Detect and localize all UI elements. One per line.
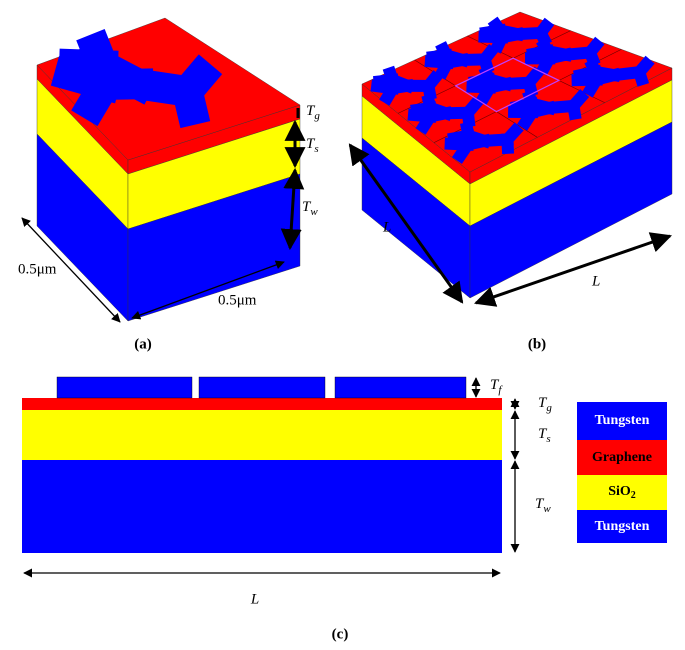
pattern-block (198, 376, 326, 399)
pattern-arm (461, 106, 476, 128)
pattern-arm (631, 64, 650, 87)
side-label: L (591, 273, 600, 289)
dimension-arrow (474, 232, 672, 307)
pattern-arm (526, 44, 555, 61)
panel-label: (b) (528, 336, 546, 352)
panel-c: Tf Tg Ts Tw L Tungsten Graphene SiO2 Tun… (22, 376, 667, 642)
pattern-arm (410, 101, 438, 117)
pattern-arm (475, 79, 499, 106)
pattern-arm (434, 54, 456, 80)
pattern-arm (451, 136, 477, 164)
pattern-arm (426, 48, 453, 64)
legend-swatch (577, 510, 667, 543)
dimension-arrow (131, 260, 285, 320)
pattern-arm (566, 98, 582, 121)
legend-label: Graphene (592, 450, 652, 465)
thickness-label: Tg (538, 395, 552, 413)
pattern-block (334, 376, 467, 399)
pattern-arm (510, 96, 540, 114)
pattern-arm (421, 79, 437, 101)
sio2-layer (22, 410, 502, 460)
dimension-arrow (280, 167, 305, 251)
thickness-label: Ts (306, 136, 319, 154)
legend-swatch (577, 440, 667, 475)
thickness-label: Tf (490, 377, 503, 395)
panel-a (36, 17, 301, 322)
pattern-arm (58, 48, 119, 82)
side-label: L (382, 219, 391, 235)
pattern-arm (479, 23, 507, 40)
legend-swatch (577, 475, 667, 510)
legend-label: Tungsten (595, 413, 650, 428)
pattern-arm (169, 73, 211, 129)
pattern-arm (582, 71, 605, 98)
thickness-label: Tw (535, 496, 551, 514)
dimension-arrow (348, 143, 464, 304)
pattern-arm (379, 79, 402, 106)
panel-label: (a) (134, 336, 152, 352)
thickness-label: Tg (306, 103, 320, 121)
panel-b (361, 11, 673, 299)
panel-a-labels: Tg Ts Tw 0.5μm 0.5μm (a) L L (b) (18, 103, 672, 352)
tungsten-layer (22, 460, 502, 553)
pattern-block (56, 376, 193, 399)
legend-label: Tungsten (595, 519, 650, 534)
pattern-arm (372, 73, 400, 89)
pattern-arm (582, 44, 601, 68)
pattern-arm (71, 63, 126, 127)
pattern-arm (477, 51, 495, 74)
pattern-arm (517, 103, 541, 131)
dimension-arrow (21, 217, 121, 323)
thickness-label: Tw (302, 199, 318, 217)
unit-cell-box (454, 57, 561, 113)
legend-label: SiO2 (608, 484, 636, 501)
width-label: 0.5μm (18, 261, 57, 277)
pattern-arm (536, 50, 558, 76)
pattern-arm (415, 108, 439, 135)
thickness-label: Ts (538, 426, 551, 444)
pattern-arm (447, 128, 476, 146)
length-label: L (250, 591, 259, 607)
legend-swatch (577, 402, 667, 440)
panel-label: (c) (332, 626, 349, 642)
pattern-arm (572, 64, 603, 83)
pattern-arm (521, 75, 539, 98)
graphene-layer (22, 398, 502, 410)
width-label: 0.5μm (218, 292, 257, 308)
pattern-arm (468, 72, 497, 89)
pattern-arm (489, 29, 511, 54)
pattern-arm (532, 24, 552, 48)
